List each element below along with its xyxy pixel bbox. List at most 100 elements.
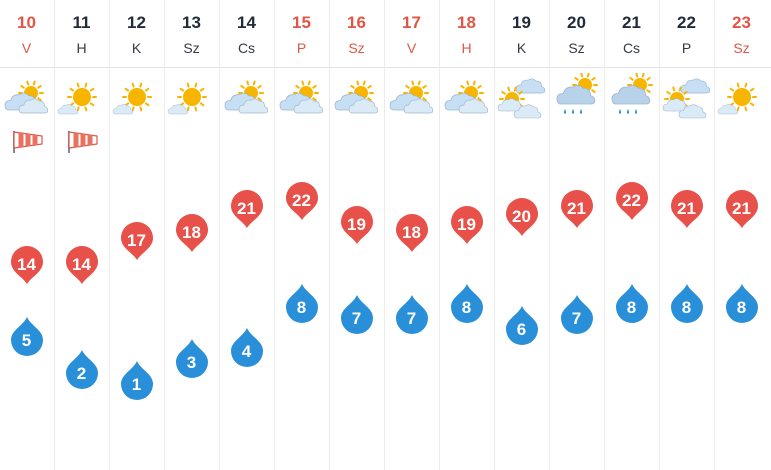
day-name: Cs (237, 40, 256, 56)
min-temp-value: 1 (131, 375, 142, 394)
day-column[interactable]: 20 Sz 21 7 (549, 0, 604, 470)
day-number: 21 (622, 13, 641, 32)
sun-cloud-icon (441, 73, 493, 123)
day-column[interactable]: 14 Cs 21 4 (219, 0, 274, 470)
max-temp-value: 20 (512, 207, 531, 226)
day-column[interactable]: 18 H 19 8 (439, 0, 494, 470)
min-temp-marker: 5 (8, 316, 46, 356)
max-temp-value: 21 (567, 199, 586, 218)
column-divider (164, 0, 165, 470)
day-column[interactable]: 23 Sz 21 8 (714, 0, 769, 470)
day-column[interactable]: 21 Cs 22 8 (604, 0, 659, 470)
min-temp-marker: 7 (338, 294, 376, 334)
min-temp-value: 4 (241, 342, 252, 361)
min-temp-marker: 8 (613, 283, 651, 323)
max-temp-marker: 14 (63, 245, 101, 285)
sun-small-cloud-icon (716, 73, 768, 123)
day-number: 23 (732, 13, 751, 32)
min-temp-marker: 6 (503, 305, 541, 345)
max-temp-value: 22 (292, 191, 311, 210)
max-temp-value: 14 (72, 255, 91, 274)
day-number: 19 (512, 13, 531, 32)
day-number: 14 (237, 13, 256, 32)
day-name: P (681, 40, 692, 56)
max-temp-value: 22 (622, 191, 641, 210)
column-divider (659, 0, 660, 470)
max-temp-marker: 18 (173, 213, 211, 253)
column-divider (54, 0, 55, 470)
min-temp-marker: 8 (723, 283, 761, 323)
day-column[interactable]: 19 K 20 6 (494, 0, 549, 470)
min-temp-value: 8 (626, 298, 637, 317)
sun-rain-cloud-icon (551, 72, 603, 123)
day-column[interactable]: 17 V 18 7 (384, 0, 439, 470)
max-temp-value: 21 (677, 199, 696, 218)
day-column[interactable]: 10 V 14 5 (0, 0, 54, 470)
day-name: Cs (622, 40, 641, 56)
min-temp-value: 8 (461, 298, 472, 317)
day-name: K (516, 40, 527, 56)
max-temp-marker: 22 (283, 181, 321, 221)
cloud-sun-clouds-icon (661, 73, 713, 123)
windsock-icon (11, 128, 45, 154)
day-column[interactable]: 15 P 22 8 (274, 0, 329, 470)
header-divider (0, 67, 771, 68)
max-temp-value: 18 (402, 223, 421, 242)
min-temp-marker: 3 (173, 338, 211, 378)
sun-cloud-icon (276, 73, 328, 123)
sun-small-cloud-icon (56, 73, 108, 123)
windsock-icon (66, 128, 100, 154)
min-temp-value: 8 (681, 298, 692, 317)
day-number: 10 (17, 13, 36, 32)
day-name: H (76, 40, 87, 56)
cloud-sun-clouds-icon (496, 73, 548, 123)
min-temp-value: 7 (571, 309, 582, 328)
sun-cloud-icon (331, 73, 383, 123)
day-column[interactable]: 13 Sz 18 3 (164, 0, 219, 470)
day-name: Sz (568, 40, 585, 56)
max-temp-marker: 18 (393, 213, 431, 253)
max-temp-value: 14 (17, 255, 36, 274)
min-temp-value: 6 (516, 320, 527, 339)
day-number: 18 (457, 13, 476, 32)
max-temp-marker: 21 (668, 189, 706, 229)
max-temp-marker: 21 (723, 189, 761, 229)
min-temp-marker: 4 (228, 327, 266, 367)
day-name: Sz (183, 40, 200, 56)
min-temp-marker: 8 (668, 283, 706, 323)
max-temp-marker: 21 (558, 189, 596, 229)
sun-cloud-icon (386, 73, 438, 123)
day-column[interactable]: 11 H 14 2 (54, 0, 109, 470)
day-number: 12 (127, 13, 146, 32)
max-temp-marker: 17 (118, 221, 156, 261)
max-temp-marker: 21 (228, 189, 266, 229)
min-temp-marker: 2 (63, 349, 101, 389)
column-divider (549, 0, 550, 470)
min-temp-value: 7 (406, 309, 417, 328)
day-column[interactable]: 16 Sz 19 7 (329, 0, 384, 470)
min-temp-value: 2 (76, 364, 87, 383)
column-divider (439, 0, 440, 470)
day-name: Sz (348, 40, 365, 56)
min-temp-value: 8 (296, 298, 307, 317)
min-temp-marker: 7 (558, 294, 596, 334)
sun-rain-cloud-icon (606, 72, 658, 123)
max-temp-value: 17 (127, 231, 146, 250)
max-temp-value: 21 (237, 199, 256, 218)
day-column[interactable]: 12 K 17 1 (109, 0, 164, 470)
min-temp-value: 5 (21, 331, 32, 350)
column-divider (604, 0, 605, 470)
max-temp-value: 19 (347, 215, 366, 234)
column-divider (219, 0, 220, 470)
day-column[interactable]: 22 P 21 8 (659, 0, 714, 470)
day-name: V (21, 40, 32, 56)
column-divider (714, 0, 715, 470)
sun-small-cloud-icon (111, 73, 163, 123)
max-temp-marker: 19 (448, 205, 486, 245)
min-temp-marker: 8 (283, 283, 321, 323)
max-temp-marker: 22 (613, 181, 651, 221)
sun-cloud-icon (221, 73, 273, 123)
min-temp-value: 3 (186, 353, 197, 372)
day-name: P (296, 40, 307, 56)
